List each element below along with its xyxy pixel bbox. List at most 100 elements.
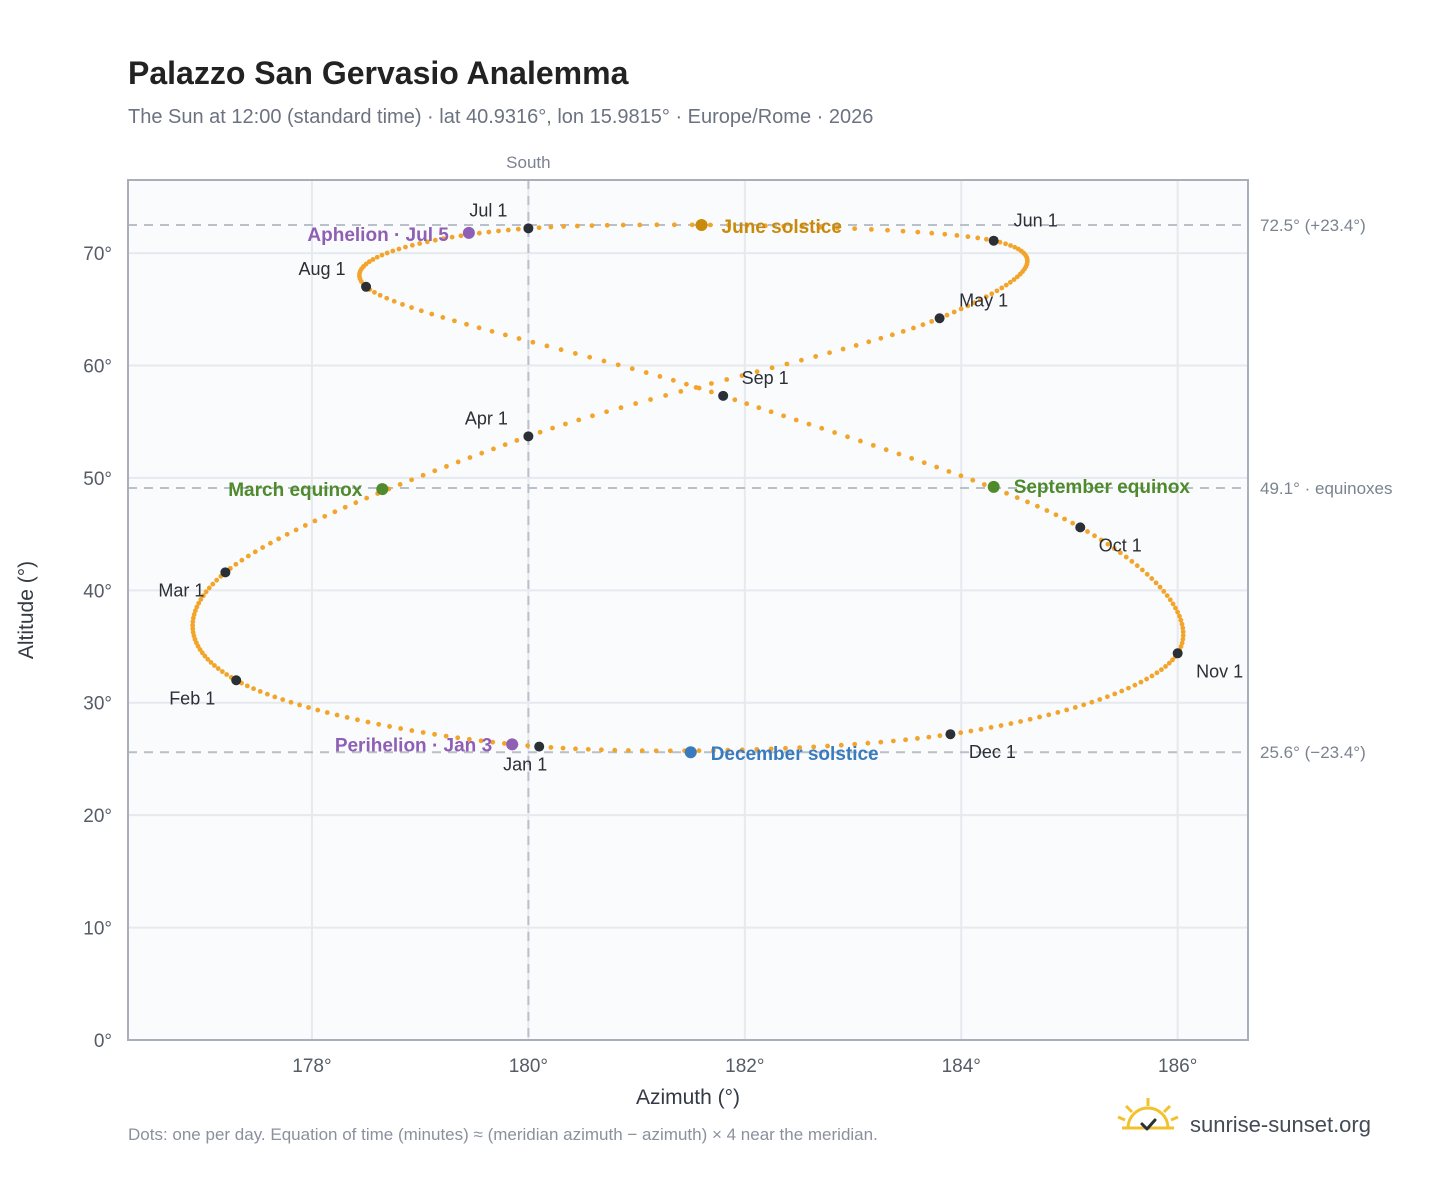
daily-dot bbox=[379, 252, 385, 258]
daily-dot bbox=[332, 509, 338, 515]
month-label: Dec 1 bbox=[969, 742, 1016, 762]
daily-dot bbox=[239, 557, 245, 563]
reference-line-label: 25.6° (−23.4°) bbox=[1260, 743, 1366, 762]
daily-dot bbox=[811, 744, 817, 750]
daily-dot bbox=[667, 748, 673, 754]
daily-dot bbox=[1157, 584, 1163, 590]
daily-dot bbox=[387, 724, 392, 729]
daily-dot bbox=[1161, 588, 1167, 594]
daily-dot bbox=[744, 401, 750, 407]
daily-dot bbox=[633, 401, 639, 406]
daily-dot bbox=[909, 455, 915, 461]
brand-logo[interactable]: sunrise-sunset.org bbox=[1117, 1098, 1371, 1137]
daily-dot bbox=[377, 292, 383, 298]
plot-frame bbox=[127, 179, 1249, 1041]
daily-dot bbox=[432, 731, 437, 737]
daily-dot bbox=[1027, 716, 1033, 722]
daily-dot bbox=[709, 381, 714, 386]
daily-dot bbox=[1164, 593, 1170, 598]
daily-dot bbox=[455, 735, 461, 741]
daily-dot bbox=[1070, 520, 1076, 526]
daily-dot bbox=[975, 235, 981, 241]
daily-dot bbox=[449, 234, 455, 240]
daily-dot bbox=[215, 666, 221, 671]
daily-dot bbox=[1149, 576, 1155, 581]
daily-dot bbox=[589, 223, 595, 229]
daily-dot bbox=[288, 699, 294, 705]
event-label: December solstice bbox=[711, 744, 879, 765]
daily-dot bbox=[994, 288, 1000, 294]
daily-dot bbox=[458, 233, 464, 239]
daily-dot bbox=[1053, 512, 1059, 518]
x-tick-label: 184° bbox=[942, 1056, 981, 1077]
daily-dot bbox=[403, 244, 408, 250]
daily-dot bbox=[878, 739, 884, 745]
daily-dot bbox=[998, 723, 1004, 728]
daily-dot bbox=[206, 585, 212, 591]
daily-dot bbox=[819, 425, 825, 431]
month-marker bbox=[1075, 522, 1086, 533]
daily-dot bbox=[322, 513, 328, 519]
daily-dot bbox=[342, 504, 348, 510]
daily-dot bbox=[1064, 707, 1070, 713]
daily-dot bbox=[832, 430, 838, 435]
daily-dot bbox=[612, 747, 618, 753]
daily-dot bbox=[604, 409, 609, 415]
daily-dot bbox=[618, 405, 624, 411]
event-label: Perihelion · Jan 3 bbox=[335, 735, 492, 756]
daily-dot bbox=[561, 224, 567, 229]
daily-dot bbox=[783, 745, 788, 751]
x-tick-label: 180° bbox=[509, 1056, 548, 1077]
daily-dot bbox=[845, 434, 850, 440]
daily-dot bbox=[615, 362, 621, 368]
daily-dot bbox=[396, 246, 402, 252]
daily-dot bbox=[696, 385, 702, 391]
daily-dot bbox=[944, 312, 950, 318]
daily-dot bbox=[544, 343, 550, 349]
daily-dot bbox=[374, 254, 380, 260]
daily-dot bbox=[625, 748, 631, 753]
daily-dot bbox=[1144, 676, 1150, 682]
daily-dot bbox=[784, 361, 790, 367]
daily-dot bbox=[1138, 679, 1144, 685]
daily-dot bbox=[883, 447, 889, 453]
daily-dot bbox=[443, 733, 449, 739]
daily-dot bbox=[302, 523, 308, 528]
daily-dot bbox=[684, 381, 689, 387]
daily-dot bbox=[825, 743, 830, 749]
daily-dot bbox=[1178, 617, 1184, 623]
daily-dot bbox=[840, 346, 846, 352]
event-marker bbox=[695, 218, 708, 231]
daily-dot bbox=[455, 459, 461, 465]
daily-dot bbox=[398, 726, 404, 731]
daily-dot bbox=[670, 377, 676, 383]
daily-dot bbox=[793, 417, 799, 423]
daily-dot bbox=[958, 306, 964, 312]
daily-dot bbox=[550, 425, 555, 431]
daily-dot bbox=[1139, 567, 1145, 573]
plot-area bbox=[128, 180, 1248, 1040]
daily-dot bbox=[585, 746, 591, 752]
daily-dot bbox=[587, 354, 593, 360]
month-marker bbox=[523, 431, 534, 442]
daily-dot bbox=[1037, 714, 1042, 720]
daily-dot bbox=[194, 604, 200, 610]
daily-dot bbox=[1046, 712, 1052, 718]
daily-dot bbox=[1175, 609, 1181, 615]
daily-dot bbox=[365, 719, 371, 725]
daily-dot bbox=[214, 577, 220, 583]
daily-dot bbox=[590, 413, 595, 419]
daily-dot bbox=[870, 442, 876, 448]
daily-dot bbox=[838, 742, 844, 748]
daily-dot bbox=[710, 748, 716, 753]
daily-dot bbox=[598, 747, 604, 753]
x-axis-ticks: 178° 180° 182° 184° 186° bbox=[292, 1056, 1197, 1077]
daily-dot bbox=[934, 464, 940, 470]
daily-dot bbox=[1163, 664, 1168, 669]
chart-subtitle: The Sun at 12:00 (standard time) · lat 4… bbox=[128, 106, 873, 128]
daily-dot bbox=[915, 736, 920, 741]
daily-dot bbox=[190, 630, 196, 635]
month-marker bbox=[1172, 648, 1183, 659]
analemma-path bbox=[190, 222, 1186, 754]
daily-dot bbox=[210, 581, 216, 587]
